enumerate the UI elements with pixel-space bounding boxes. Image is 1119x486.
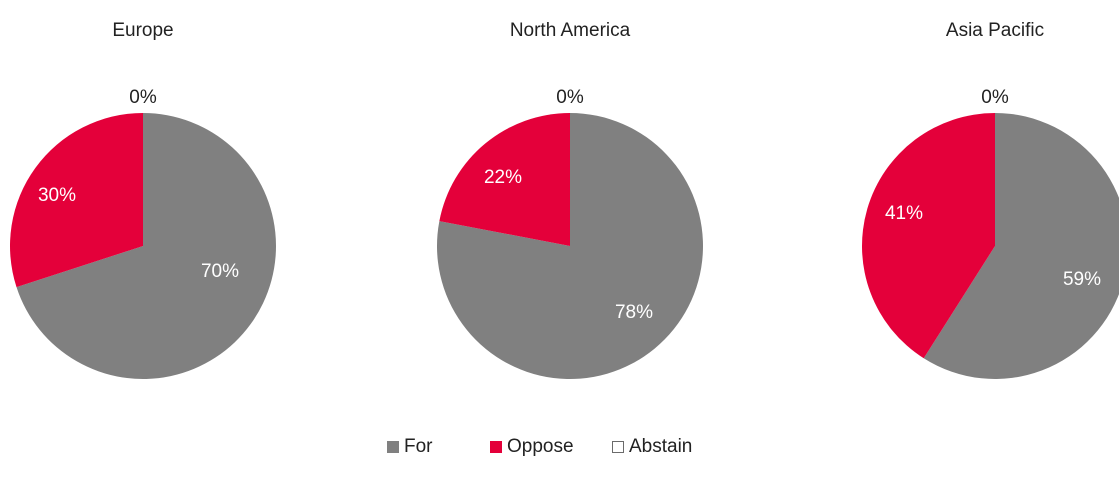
data-label-asia-pacific-oppose: 41%	[885, 203, 923, 224]
pie-slice-asia-pacific-oppose	[862, 113, 995, 359]
legend-label-abstain: Abstain	[629, 436, 693, 457]
data-label-europe-abstain: 0%	[129, 87, 157, 108]
legend-label-oppose: Oppose	[507, 436, 574, 457]
data-label-north-america-abstain: 0%	[556, 87, 584, 108]
legend-item-oppose: Oppose	[490, 436, 574, 458]
pie-slice-asia-pacific-for	[923, 113, 1119, 379]
legend-label-for: For	[404, 436, 433, 457]
pie-title-europe: Europe	[112, 20, 173, 41]
data-label-north-america-oppose: 22%	[484, 167, 522, 188]
pie-title-asia-pacific: Asia Pacific	[946, 20, 1044, 41]
data-label-asia-pacific-for: 59%	[1063, 269, 1101, 290]
data-label-north-america-for: 78%	[615, 302, 653, 323]
legend-swatch-abstain	[612, 441, 624, 453]
pie-north-america: North America 78% 22% 0%	[437, 20, 704, 379]
legend-item-for: For	[387, 436, 433, 458]
data-label-asia-pacific-abstain: 0%	[981, 87, 1009, 108]
pie-slice-north-america-oppose	[439, 113, 570, 246]
legend-item-abstain: Abstain	[612, 436, 692, 458]
pie-asia-pacific: Asia Pacific 59% 41% 0%	[862, 20, 1119, 379]
data-label-europe-for: 70%	[201, 261, 239, 282]
pie-title-north-america: North America	[510, 20, 631, 41]
data-label-europe-oppose: 30%	[38, 185, 76, 206]
pie-slice-europe-oppose	[9, 113, 144, 288]
legend-swatch-oppose	[490, 441, 502, 453]
legend: For Oppose Abstain	[0, 436, 1119, 460]
pie-slice-europe-for	[16, 113, 276, 379]
pie-europe: Europe 70% 30% 0%	[9, 20, 276, 379]
legend-swatch-for	[387, 441, 399, 453]
